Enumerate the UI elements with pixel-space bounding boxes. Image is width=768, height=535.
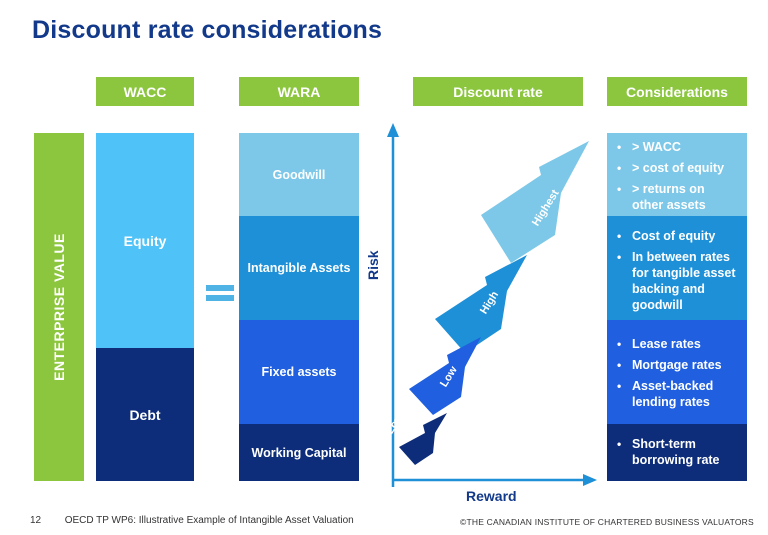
header-wara: WARA — [239, 77, 359, 106]
considerations-intangible: Cost of equity In between rates for tang… — [607, 216, 747, 320]
enterprise-value-label: ENTERPRISE VALUE — [51, 233, 68, 381]
wacc-equity-label: Equity — [123, 233, 167, 249]
arrow-high — [435, 255, 527, 353]
wara-working-capital-label: Working Capital — [251, 445, 347, 460]
risk-reward-diagram — [387, 123, 597, 487]
arrow-highest — [481, 141, 589, 263]
wara-goodwill-block: Goodwill — [239, 133, 359, 216]
consideration-item: > returns on other assets — [617, 181, 739, 213]
consideration-item: > WACC — [617, 139, 739, 155]
consideration-item: In between rates for tangible asset back… — [617, 249, 739, 313]
reward-axis-arrowhead — [583, 474, 597, 486]
wara-goodwill-label: Goodwill — [272, 167, 326, 182]
footer-source: 12 OECD TP WP6: Illustrative Example of … — [30, 515, 354, 526]
arrow-lowest — [399, 413, 447, 465]
consideration-item: Short-term borrowing rate — [617, 436, 739, 468]
header-considerations: Considerations — [607, 77, 747, 106]
header-discount-rate: Discount rate — [413, 77, 583, 106]
consideration-item: Lease rates — [617, 336, 739, 352]
reward-axis-label: Reward — [466, 488, 517, 504]
wara-fixed-block: Fixed assets — [239, 320, 359, 424]
wara-fixed-label: Fixed assets — [261, 365, 337, 379]
equals-sign-bottom — [206, 295, 234, 301]
wara-working-capital-block: Working Capital — [239, 424, 359, 481]
risk-axis-label: Risk — [365, 250, 381, 280]
consideration-item: > cost of equity — [617, 160, 739, 176]
arrow-low — [409, 337, 481, 415]
enterprise-value-bar: ENTERPRISE VALUE — [34, 133, 84, 481]
considerations-working-capital: Short-term borrowing rate — [607, 424, 747, 481]
consideration-item: Asset-backed lending rates — [617, 378, 739, 410]
risk-axis-arrowhead — [387, 123, 399, 137]
equals-sign-top — [206, 285, 234, 291]
source-text: OECD TP WP6: Illustrative Example of Int… — [64, 515, 354, 526]
wacc-debt-label: Debt — [129, 406, 161, 423]
considerations-fixed: Lease rates Mortgage rates Asset-backed … — [607, 320, 747, 424]
consideration-item: Cost of equity — [617, 228, 739, 244]
page-number: 12 — [30, 515, 42, 526]
wara-intangible-label: Intangible Assets — [247, 261, 351, 275]
consideration-item: Mortgage rates — [617, 357, 739, 373]
considerations-goodwill: > WACC > cost of equity > returns on oth… — [607, 133, 747, 216]
header-wacc: WACC — [96, 77, 194, 106]
copyright: ©THE CANADIAN INSTITUTE OF CHARTERED BUS… — [460, 517, 754, 527]
wacc-debt-block: Debt — [96, 348, 194, 481]
wacc-equity-block: Equity — [96, 133, 194, 348]
wara-intangible-block: Intangible Assets — [239, 216, 359, 320]
page-title: Discount rate considerations — [32, 16, 383, 44]
